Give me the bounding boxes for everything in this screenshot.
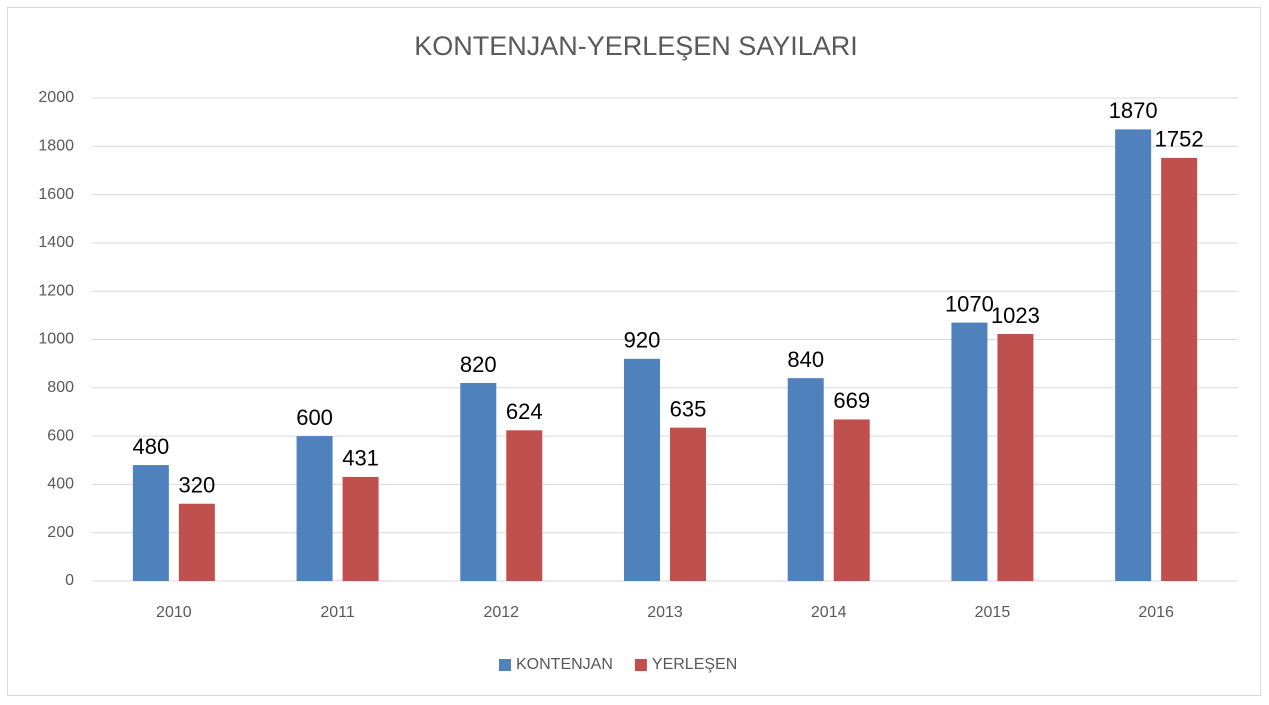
- x-tick-label: 2015: [975, 604, 1011, 621]
- y-tick-label: 800: [47, 379, 74, 396]
- bar: [624, 358, 660, 581]
- bar: [506, 430, 543, 581]
- bar: [132, 465, 169, 581]
- y-tick-label: 1400: [38, 234, 74, 251]
- x-tick-label: 2010: [156, 604, 192, 621]
- y-tick-label: 400: [47, 476, 74, 493]
- data-label: 1023: [991, 303, 1040, 328]
- y-tick-label: 0: [65, 572, 74, 589]
- bar: [178, 503, 215, 581]
- bar: [1161, 157, 1198, 581]
- legend-label: KONTENJAN: [516, 656, 613, 673]
- data-label: 1870: [1109, 98, 1158, 123]
- chart-title: KONTENJAN-YERLEŞEN SAYILARI: [414, 31, 858, 61]
- bar: [997, 333, 1034, 581]
- bar: [296, 436, 333, 581]
- data-label: 1070: [945, 291, 994, 316]
- bar: [833, 419, 870, 581]
- data-label: 669: [833, 388, 870, 413]
- bar: [1115, 129, 1152, 581]
- y-tick-label: 1200: [38, 282, 74, 299]
- bar: [951, 322, 988, 581]
- bar: [342, 476, 379, 581]
- legend-label: YERLEŞEN: [652, 656, 737, 673]
- y-tick-label: 200: [47, 524, 74, 541]
- y-tick-label: 2000: [38, 89, 74, 106]
- data-label: 1752: [1155, 127, 1204, 152]
- data-label: 635: [670, 396, 707, 421]
- data-label: 920: [624, 328, 661, 353]
- x-tick-label: 2016: [1138, 604, 1174, 621]
- x-tick-label: 2013: [647, 604, 683, 621]
- y-tick-label: 1600: [38, 186, 74, 203]
- bar: [460, 382, 497, 581]
- data-label: 431: [342, 446, 379, 471]
- y-tick-label: 600: [47, 427, 74, 444]
- x-tick-label: 2011: [320, 604, 355, 621]
- data-label: 820: [460, 352, 497, 377]
- data-label: 840: [787, 347, 824, 372]
- bar: [670, 427, 706, 581]
- data-label: 320: [178, 473, 215, 498]
- legend-swatch: [499, 659, 511, 671]
- data-label: 624: [506, 399, 543, 424]
- data-label: 600: [296, 405, 333, 430]
- bar: [787, 378, 824, 581]
- y-tick-label: 1000: [38, 331, 74, 348]
- x-tick-label: 2014: [811, 604, 847, 621]
- x-tick-label: 2012: [483, 604, 519, 621]
- y-tick-label: 1800: [38, 138, 74, 155]
- data-label: 480: [132, 434, 169, 459]
- legend-swatch: [634, 659, 647, 671]
